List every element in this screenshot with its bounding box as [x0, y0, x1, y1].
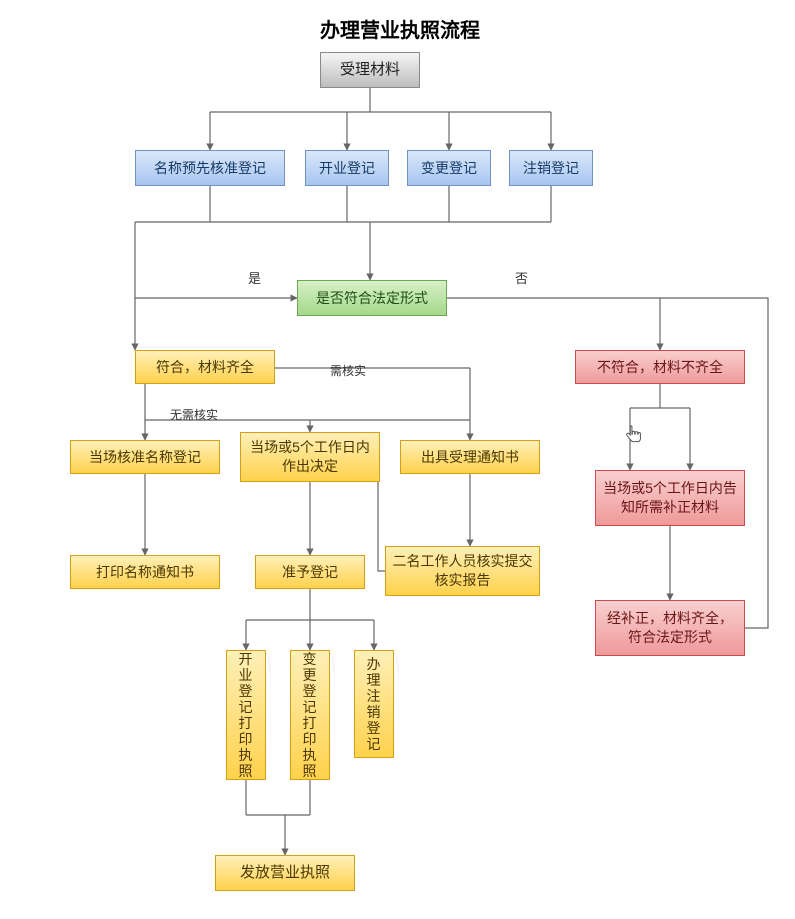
node-n_cancel: 注销登记 [509, 150, 593, 186]
node-n_po: 开业登记打印执照 [226, 650, 266, 780]
diagram-title: 办理营业执照流程 [280, 14, 520, 43]
node-n_decide5: 当场或5个工作日内作出决定 [240, 432, 380, 482]
edge-label-yes: 是 [248, 268, 261, 287]
node-n_bad: 不符合，材料不齐全 [575, 350, 745, 384]
node-n_badfix: 经补正，材料齐全，符合法定形式 [595, 600, 745, 656]
node-n_printn: 打印名称通知书 [70, 555, 220, 589]
node-n_change: 变更登记 [407, 150, 491, 186]
node-n_accept: 受理材料 [320, 52, 420, 88]
edge-32 [660, 298, 768, 628]
node-n_ok: 符合，材料齐全 [135, 350, 275, 384]
node-n_issue: 出具受理通知书 [400, 440, 540, 474]
node-n_name: 名称预先核准登记 [135, 150, 285, 186]
node-n_final: 发放营业执照 [215, 855, 355, 891]
node-n_check: 是否符合法定形式 [297, 280, 447, 316]
flowchart-canvas: 受理材料名称预先核准登记开业登记变更登记注销登记是否符合法定形式符合，材料齐全 不… [0, 0, 795, 919]
hand-cursor-icon [624, 423, 644, 447]
edge-label-no: 否 [515, 268, 528, 287]
node-n_pd: 办理注销登记 [354, 650, 394, 758]
node-n_open: 开业登记 [305, 150, 389, 186]
node-n_badnotify: 当场或5个工作日内告知所需补正材料 [595, 470, 745, 526]
node-n_approve: 准予登记 [255, 555, 365, 589]
node-n_pc: 变更登记打印执照 [290, 650, 330, 780]
node-n_spotname: 当场核准名称登记 [70, 440, 220, 474]
edge-label-need: 需核实 [330, 362, 366, 379]
edge-label-noneed: 无需核实 [170, 406, 218, 423]
node-n_verify: 二名工作人员核实提交核实报告 [385, 546, 540, 596]
